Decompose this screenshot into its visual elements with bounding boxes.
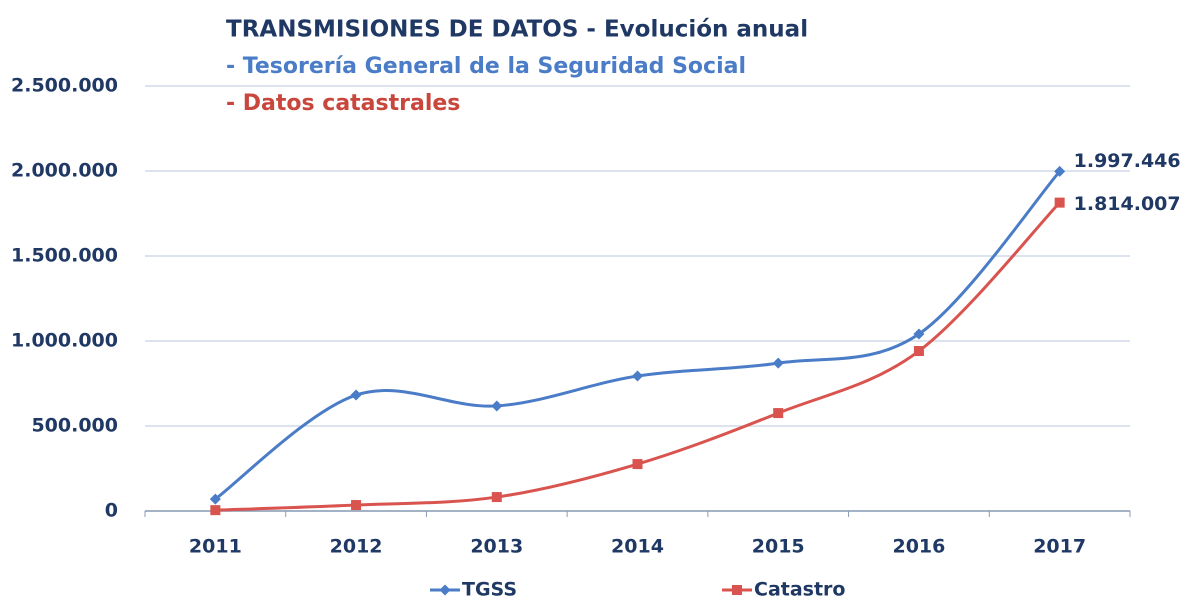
x-tick-label: 2012 bbox=[330, 536, 383, 558]
y-tick-label: 2.000.000 bbox=[11, 160, 118, 182]
y-tick-label: 1.500.000 bbox=[11, 245, 118, 267]
y-tick-label: 2.500.000 bbox=[11, 75, 118, 97]
data-label: 1.814.007 bbox=[1074, 193, 1181, 215]
marker bbox=[632, 370, 643, 382]
marker bbox=[773, 408, 784, 419]
y-tick-label: 0 bbox=[105, 500, 118, 522]
marker bbox=[772, 357, 784, 369]
y-tick-label: 500.000 bbox=[31, 415, 118, 437]
y-tick-label: 1.000.000 bbox=[11, 330, 118, 352]
x-tick-label: 2017 bbox=[1033, 536, 1086, 558]
marker bbox=[439, 584, 451, 596]
chart-subtitle: - Tesorería General de la Seguridad Soci… bbox=[226, 54, 746, 79]
marker bbox=[210, 505, 221, 516]
marker bbox=[1054, 165, 1066, 177]
marker bbox=[491, 400, 503, 412]
chart-title: TRANSMISIONES DE DATOS - Evolución anual bbox=[226, 17, 808, 43]
x-tick-label: 2013 bbox=[470, 536, 523, 558]
marker bbox=[632, 459, 643, 470]
marker bbox=[491, 492, 502, 503]
legend-label: Catastro bbox=[754, 579, 845, 600]
marker bbox=[913, 346, 924, 357]
chart-subtitle: - Datos catastrales bbox=[226, 91, 460, 116]
x-tick-label: 2016 bbox=[892, 536, 945, 558]
marker bbox=[732, 585, 742, 595]
marker bbox=[350, 389, 362, 401]
data-label: 1.997.446 bbox=[1074, 150, 1181, 172]
x-tick-label: 2015 bbox=[752, 536, 805, 558]
x-tick-label: 2011 bbox=[189, 536, 242, 558]
legend-label: TGSS bbox=[462, 579, 517, 600]
marker bbox=[209, 493, 221, 505]
line bbox=[214, 170, 1061, 501]
x-tick-label: 2014 bbox=[611, 536, 664, 558]
marker bbox=[351, 500, 362, 511]
marker bbox=[1054, 197, 1065, 208]
marker bbox=[913, 328, 925, 340]
